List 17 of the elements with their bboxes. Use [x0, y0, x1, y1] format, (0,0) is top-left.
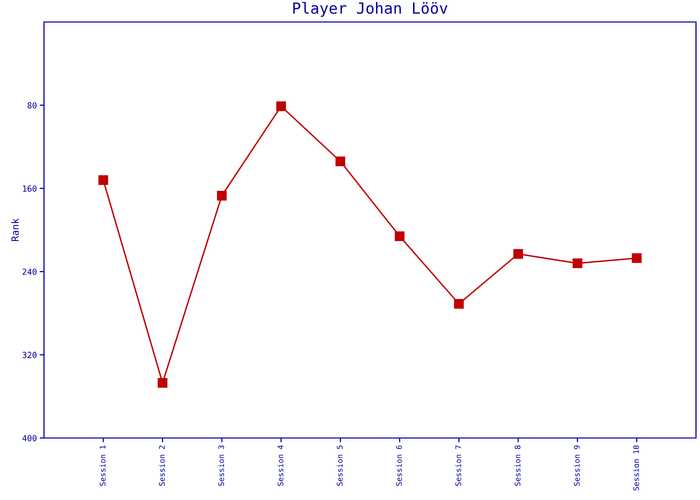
y-axis-title: Rank	[11, 218, 19, 242]
point	[336, 156, 346, 166]
point	[572, 258, 582, 268]
y-tick-label: 240	[22, 268, 37, 275]
y-tick-label: 400	[22, 435, 37, 442]
y-tick-label: 160	[23, 185, 37, 192]
point	[98, 175, 108, 185]
y-tick-label: 80	[28, 102, 37, 109]
y-tick-label: 320	[22, 352, 37, 358]
chart-title: Player Johan Lööv	[293, 2, 448, 17]
point	[454, 298, 464, 309]
point	[513, 249, 524, 259]
point	[276, 101, 286, 112]
point	[632, 253, 642, 263]
point	[216, 190, 227, 201]
point	[394, 231, 404, 242]
point	[158, 378, 168, 388]
